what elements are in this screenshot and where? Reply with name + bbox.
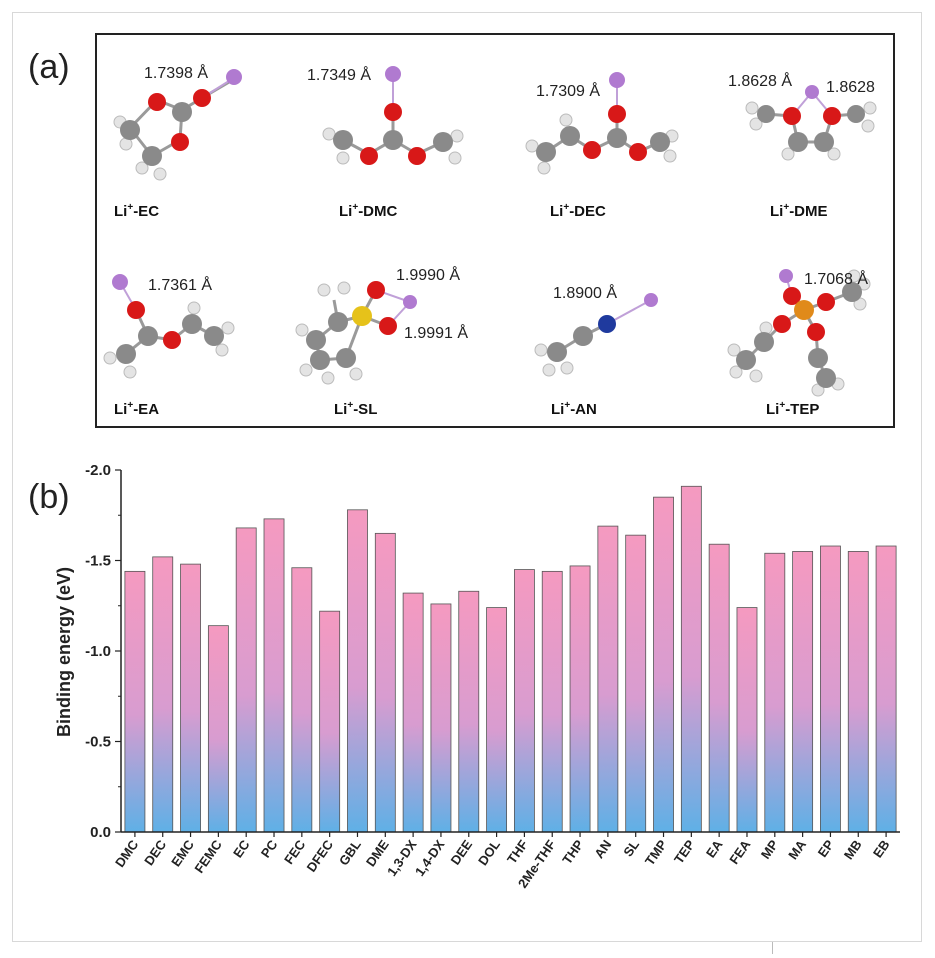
bar-FEC [291, 567, 313, 833]
li-tep-structure: 1.7068 Å [727, 269, 871, 397]
bar-EA [708, 543, 730, 833]
bar-THP [569, 565, 591, 833]
x-tick-label: TMP [642, 837, 670, 868]
x-tick-label: EC [230, 837, 253, 861]
li-ec-structure: 1.7398 Å [113, 63, 242, 181]
x-tick-label: DFEC [304, 837, 337, 875]
page-corner-mark [772, 942, 773, 954]
bar-TEP [680, 485, 702, 833]
x-tick-label: EA [703, 837, 726, 861]
li-ea-label: Li+-EA [114, 400, 160, 418]
molecule-li-an: 1.8900 Å Li+-AN [527, 240, 727, 430]
li-dme-label: Li+-DME [770, 202, 828, 220]
x-tick-label: DEE [448, 837, 476, 868]
bar-DMC [124, 570, 146, 833]
li-an-structure: 1.8900 Å [534, 283, 658, 377]
bar-EC [235, 527, 257, 833]
molecule-li-dec: 1.7309 Å Li+-DEC [522, 50, 722, 240]
x-tick-label: EB [870, 837, 893, 860]
y-tick-label: -2.0 [85, 462, 111, 479]
bar-EMC [180, 563, 201, 833]
y-tick-label: -1.0 [85, 643, 111, 660]
li-dmc-distance: 1.7349 Å [307, 65, 371, 84]
bar-THF [513, 569, 535, 833]
bar-FEMC [207, 625, 229, 833]
y-tick-label: -1.5 [85, 553, 111, 570]
molecule-li-dme: 1.8628 Å 1.8628 Li+-DME [722, 50, 922, 240]
li-sl-distance-top: 1.9990 Å [396, 265, 460, 284]
li-dme-distance-left: 1.8628 Å [728, 71, 792, 90]
li-dec-label: Li+-DEC [550, 202, 606, 220]
x-tick-label: AN [591, 837, 614, 861]
bar-MP [764, 552, 786, 833]
li-sl-structure: 1.9990 Å 1.9991 Å [295, 265, 468, 385]
x-tick-label: SL [620, 837, 642, 859]
li-dme-structure: 1.8628 Å 1.8628 [728, 71, 877, 161]
molecule-li-dmc: 1.7349 Å Li+-DMC [307, 50, 507, 240]
molecule-li-ec: 1.7398 Å Li+-EC [102, 50, 302, 240]
bar-FEA [736, 607, 758, 833]
li-tep-distance: 1.7068 Å [804, 269, 868, 288]
molecule-li-sl: 1.9990 Å 1.9991 Å Li+-SL [292, 240, 492, 430]
li-sl-distance-bottom: 1.9991 Å [404, 323, 468, 342]
li-dme-distance-right: 1.8628 [826, 79, 875, 96]
li-tep-label: Li+-TEP [766, 400, 820, 418]
li-sl-label: Li+-SL [334, 400, 378, 418]
bar-AN [597, 525, 619, 833]
li-dec-distance: 1.7309 Å [536, 81, 600, 100]
bar-MA [792, 551, 814, 833]
li-ec-label: Li+-EC [114, 202, 160, 220]
bar-TMP [653, 496, 674, 833]
bar-1,4-DX [430, 603, 452, 833]
x-tick-label: GBL [336, 837, 364, 868]
bar-PC [263, 518, 285, 833]
bar-group [124, 485, 897, 833]
x-tick-label: DMC [112, 837, 142, 870]
figure-frame [12, 12, 922, 942]
bar-2Me-THF [541, 570, 563, 833]
li-ec-distance: 1.7398 Å [144, 63, 208, 82]
bar-DME [374, 532, 396, 833]
bar-SL [625, 534, 647, 833]
bar-MB [847, 551, 869, 833]
x-tick-label: EP [815, 837, 837, 860]
x-tick-label: MP [758, 837, 782, 862]
x-tick-label: 1,4-DX [412, 837, 448, 879]
y-axis-label: Binding energy (eV) [54, 567, 74, 737]
molecule-li-ea: 1.7361 Å Li+-EA [102, 240, 302, 430]
panel-a-label: (a) [28, 48, 70, 86]
li-an-distance: 1.8900 Å [553, 283, 617, 302]
x-tick-label: DEC [141, 837, 169, 869]
y-tick-label: 0.0 [90, 824, 111, 841]
bar-1,3-DX [402, 592, 424, 833]
li-dec-structure: 1.7309 Å [525, 72, 679, 175]
li-ea-distance: 1.7361 Å [148, 275, 212, 294]
x-tick-label: FEC [281, 837, 309, 867]
x-tick-label: MA [785, 837, 809, 863]
bar-DFEC [319, 610, 341, 833]
bar-DEC [152, 556, 174, 833]
x-tick-label: THF [504, 837, 531, 866]
panel-b-label: (b) [28, 478, 70, 516]
li-dmc-label: Li+-DMC [339, 202, 398, 220]
bar-EP [820, 545, 841, 833]
bar-GBL [347, 509, 368, 833]
bar-EB [875, 545, 897, 833]
y-tick-label: -0.5 [85, 734, 111, 751]
bar-DEE [458, 590, 480, 833]
bar-DOL [486, 607, 508, 833]
x-tick-label: TEP [671, 837, 698, 867]
x-tick-label: DOL [475, 837, 503, 868]
panel-a-structures: 1.7398 Å Li+-EC 1.7349 Å Li+-DMC [95, 33, 895, 428]
x-tick-label: FEMC [191, 837, 225, 876]
molecule-li-tep: 1.7068 Å Li+-TEP [722, 240, 922, 430]
x-tick-label: FEA [726, 837, 754, 867]
li-dmc-structure: 1.7349 Å [307, 65, 464, 165]
x-tick-label: MB [841, 837, 865, 862]
x-tick-label: THP [559, 837, 586, 867]
li-an-label: Li+-AN [551, 400, 597, 418]
li-ea-structure: 1.7361 Å [103, 274, 235, 379]
x-tick-label: PC [258, 837, 281, 861]
